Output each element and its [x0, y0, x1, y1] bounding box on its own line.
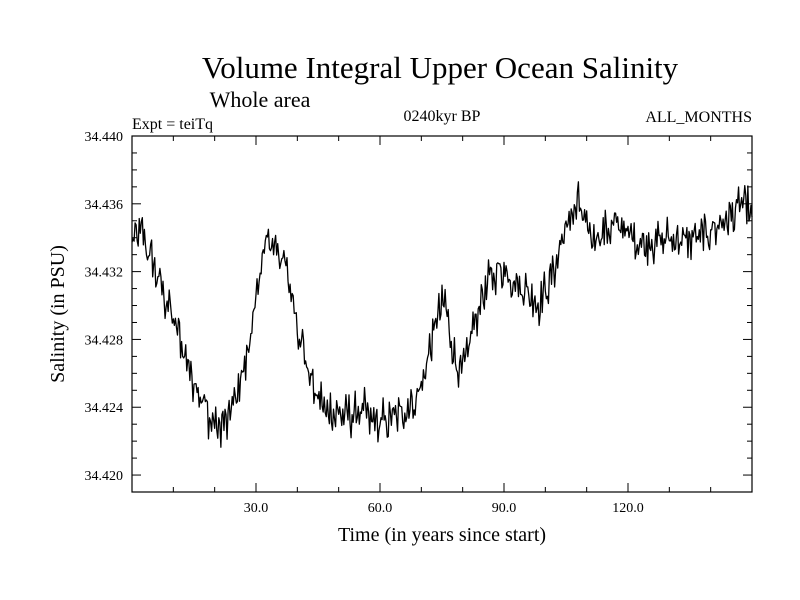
expt-label: Expt = teiTq: [132, 116, 213, 133]
plot-frame: [131, 135, 753, 493]
y-tick-label: 34.440: [85, 130, 124, 145]
y-tick-label: 34.432: [85, 266, 124, 281]
y-tick-label: 34.436: [85, 198, 124, 213]
y-tick-label: 34.424: [85, 401, 124, 416]
x-tick-label: 30.0: [244, 501, 269, 516]
y-tick-label: 34.428: [85, 333, 124, 348]
chart-subtitle: Whole area: [210, 87, 311, 112]
x-tick-label: 120.0: [612, 501, 644, 516]
ticks-layer: [132, 136, 752, 492]
series-line-salinity: [131, 181, 753, 448]
period-label: 0240kyr BP: [404, 108, 481, 125]
plot-area: [131, 135, 753, 493]
chart-title: Volume Integral Upper Ocean Salinity: [202, 50, 679, 85]
x-tick-labels: 30.0 60.0 90.0 120.0: [244, 501, 644, 516]
x-tick-label: 60.0: [368, 501, 393, 516]
months-label: ALL_MONTHS: [645, 109, 752, 126]
y-axis-label: Salinity (in PSU): [47, 245, 69, 383]
x-tick-label: 90.0: [492, 501, 517, 516]
x-axis-label: Time (in years since start): [338, 524, 546, 546]
y-tick-label: 34.420: [85, 469, 124, 484]
y-tick-labels: 34.420 34.424 34.428 34.432 34.436 34.44…: [85, 130, 124, 484]
